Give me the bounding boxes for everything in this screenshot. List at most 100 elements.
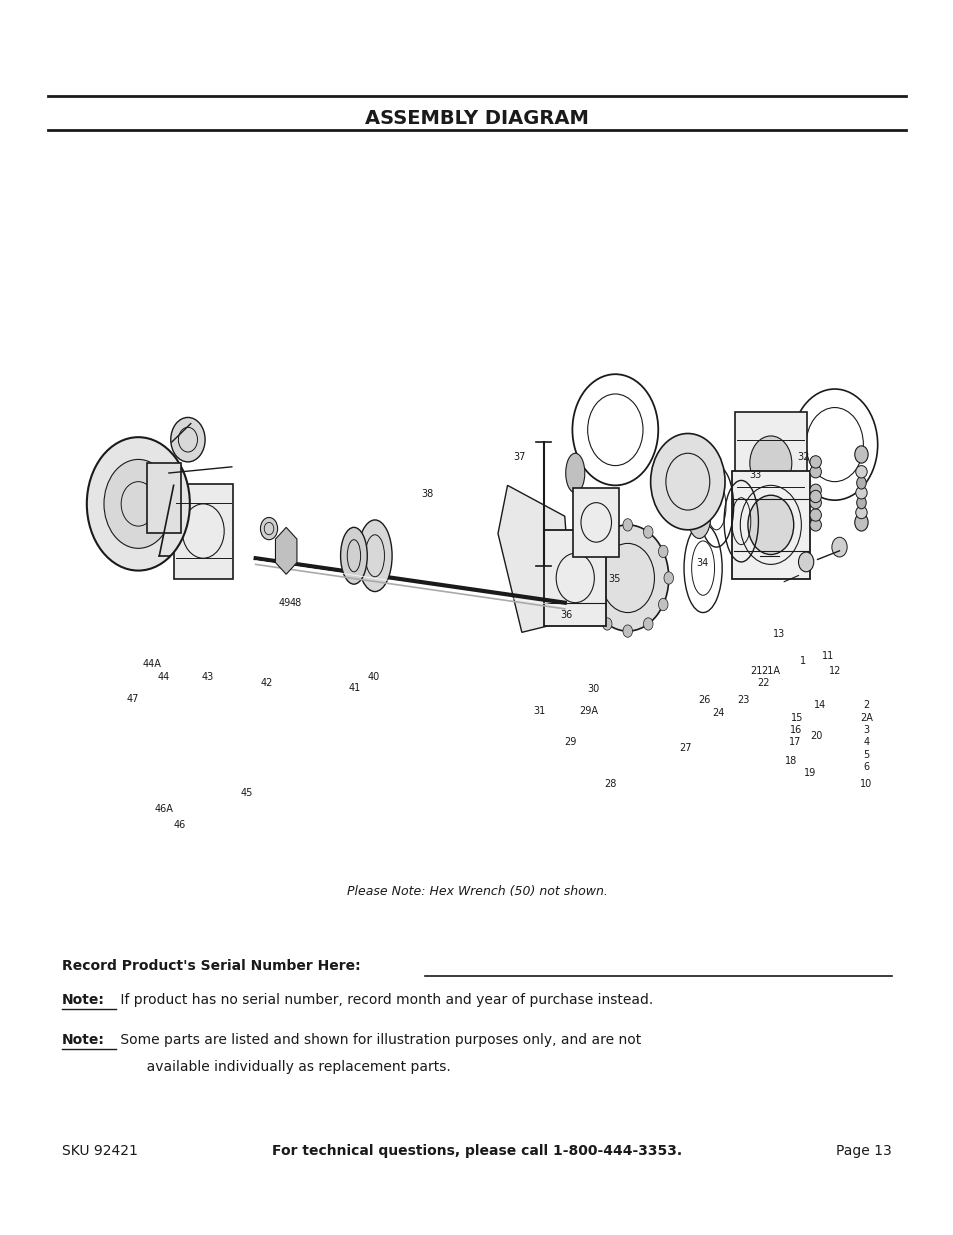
Text: 31: 31 bbox=[533, 706, 544, 716]
Text: SKU 92421: SKU 92421 bbox=[62, 1144, 138, 1158]
Ellipse shape bbox=[340, 527, 367, 584]
Text: 21: 21 bbox=[750, 666, 761, 676]
Text: Record Product's Serial Number Here:: Record Product's Serial Number Here: bbox=[62, 958, 360, 973]
Text: 41: 41 bbox=[349, 683, 360, 693]
Text: 38: 38 bbox=[421, 489, 433, 499]
Text: 40: 40 bbox=[368, 672, 379, 682]
Text: 29: 29 bbox=[564, 737, 576, 747]
Circle shape bbox=[650, 433, 724, 530]
Text: 26: 26 bbox=[698, 695, 709, 705]
Circle shape bbox=[658, 599, 667, 611]
Text: 10: 10 bbox=[860, 779, 871, 789]
Text: 2: 2 bbox=[862, 700, 868, 710]
Circle shape bbox=[602, 526, 612, 538]
Circle shape bbox=[602, 618, 612, 630]
Ellipse shape bbox=[809, 509, 821, 521]
Bar bbox=[573, 488, 618, 557]
Circle shape bbox=[104, 459, 172, 548]
Ellipse shape bbox=[809, 496, 821, 509]
Text: 44A: 44A bbox=[142, 659, 161, 669]
Ellipse shape bbox=[855, 487, 866, 499]
Text: 27: 27 bbox=[679, 743, 692, 753]
Circle shape bbox=[581, 572, 591, 584]
Text: 16: 16 bbox=[789, 725, 801, 735]
Text: For technical questions, please call 1-800-444-3353.: For technical questions, please call 1-8… bbox=[272, 1144, 681, 1158]
Text: 21A: 21A bbox=[760, 666, 780, 676]
Text: 48: 48 bbox=[290, 598, 301, 608]
Text: 15: 15 bbox=[791, 713, 802, 722]
Circle shape bbox=[622, 519, 632, 531]
Polygon shape bbox=[275, 527, 296, 574]
Circle shape bbox=[171, 417, 205, 462]
Text: 2A: 2A bbox=[859, 713, 872, 722]
Circle shape bbox=[747, 495, 793, 555]
Text: 44: 44 bbox=[158, 672, 170, 682]
Text: Please Note: Hex Wrench (50) not shown.: Please Note: Hex Wrench (50) not shown. bbox=[346, 885, 607, 898]
Ellipse shape bbox=[809, 466, 821, 478]
Text: 19: 19 bbox=[803, 768, 815, 778]
Text: 4: 4 bbox=[862, 737, 868, 747]
Ellipse shape bbox=[855, 466, 866, 478]
Text: Some parts are listed and shown for illustration purposes only, and are not: Some parts are listed and shown for illu… bbox=[116, 1032, 641, 1047]
Text: 23: 23 bbox=[737, 695, 748, 705]
Bar bbox=[543, 531, 606, 625]
Text: 11: 11 bbox=[821, 651, 833, 661]
Text: 3: 3 bbox=[862, 725, 868, 735]
Text: Note:: Note: bbox=[62, 993, 105, 1008]
Text: 14: 14 bbox=[814, 700, 825, 710]
Ellipse shape bbox=[357, 520, 392, 592]
Text: available individually as replacement parts.: available individually as replacement pa… bbox=[116, 1060, 451, 1074]
Text: 5: 5 bbox=[862, 750, 868, 760]
Ellipse shape bbox=[809, 490, 821, 503]
Text: 47: 47 bbox=[127, 694, 138, 704]
Circle shape bbox=[831, 537, 846, 557]
Bar bbox=[731, 471, 809, 579]
Ellipse shape bbox=[809, 519, 821, 531]
Circle shape bbox=[658, 546, 667, 558]
Bar bbox=[735, 412, 806, 514]
Text: 13: 13 bbox=[773, 629, 784, 638]
Ellipse shape bbox=[855, 506, 866, 519]
Circle shape bbox=[854, 446, 867, 463]
Text: 35: 35 bbox=[608, 574, 619, 584]
Text: Page 13: Page 13 bbox=[836, 1144, 891, 1158]
Circle shape bbox=[798, 552, 813, 572]
Text: 36: 36 bbox=[560, 610, 572, 620]
Text: 32: 32 bbox=[797, 452, 808, 462]
Bar bbox=[147, 462, 181, 534]
Text: 24: 24 bbox=[712, 708, 723, 718]
Polygon shape bbox=[497, 485, 572, 632]
Circle shape bbox=[642, 526, 652, 538]
Bar bbox=[173, 484, 233, 579]
Circle shape bbox=[582, 489, 605, 519]
Text: 46A: 46A bbox=[154, 804, 173, 814]
Circle shape bbox=[749, 436, 791, 490]
Text: 42: 42 bbox=[261, 678, 273, 688]
Text: 18: 18 bbox=[784, 756, 796, 766]
Text: 17: 17 bbox=[788, 737, 800, 747]
Text: Note:: Note: bbox=[62, 1032, 105, 1047]
Text: 20: 20 bbox=[810, 731, 821, 741]
Circle shape bbox=[260, 517, 277, 540]
Text: 6: 6 bbox=[862, 762, 868, 772]
Circle shape bbox=[587, 599, 597, 610]
Text: 12: 12 bbox=[828, 666, 840, 676]
Text: 43: 43 bbox=[202, 672, 213, 682]
Text: If product has no serial number, record month and year of purchase instead.: If product has no serial number, record … bbox=[116, 993, 653, 1008]
Ellipse shape bbox=[687, 494, 710, 538]
Circle shape bbox=[854, 514, 867, 531]
Text: 29A: 29A bbox=[578, 706, 598, 716]
Ellipse shape bbox=[809, 456, 821, 468]
Text: 1: 1 bbox=[800, 656, 805, 666]
Circle shape bbox=[587, 546, 597, 558]
Circle shape bbox=[856, 477, 865, 489]
Circle shape bbox=[856, 496, 865, 509]
Circle shape bbox=[663, 572, 673, 584]
Text: 33: 33 bbox=[749, 471, 760, 480]
Circle shape bbox=[622, 625, 632, 637]
Text: 46: 46 bbox=[173, 820, 185, 830]
Ellipse shape bbox=[809, 484, 821, 496]
Text: 30: 30 bbox=[587, 684, 598, 694]
Circle shape bbox=[87, 437, 190, 571]
Ellipse shape bbox=[565, 453, 584, 493]
